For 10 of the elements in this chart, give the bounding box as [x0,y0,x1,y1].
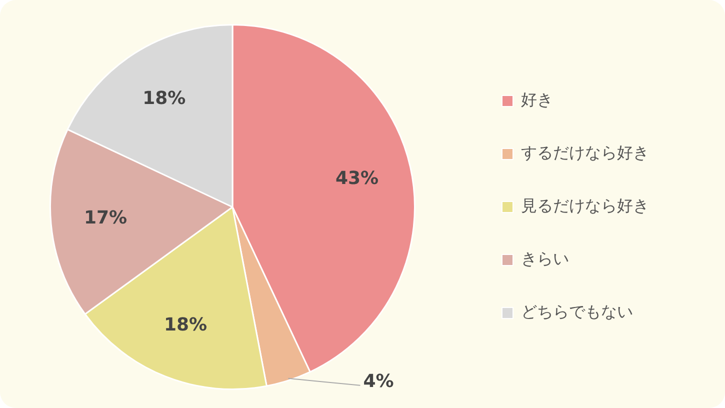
legend-label: どちらでもない [521,302,633,322]
legend-label: 見るだけなら好き [521,196,649,216]
data-label: 18% [164,314,208,336]
data-label: 43% [335,168,379,189]
data-label: 17% [84,208,128,229]
legend-label: 好き [521,90,553,110]
legend-label: きらい [521,249,569,268]
data-label: 4% [363,371,394,392]
data-label: 18% [142,88,186,109]
legend-label: するだけなら好き [521,143,649,162]
